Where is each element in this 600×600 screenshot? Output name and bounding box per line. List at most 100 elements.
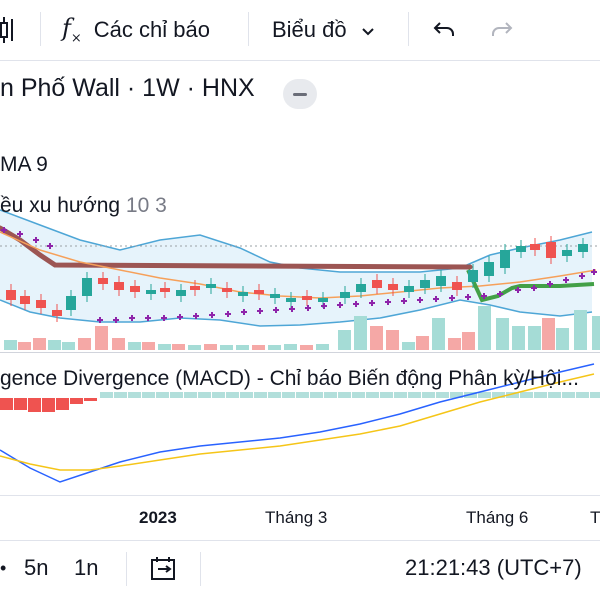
macd-hist-bar [534, 392, 547, 398]
sar-marker [465, 294, 471, 300]
macd-hist-bar [282, 392, 295, 398]
volume-bar [284, 344, 297, 350]
volume-bar [95, 326, 108, 350]
volume-bar [128, 342, 141, 350]
range-5d-button[interactable]: 5n [24, 555, 49, 580]
volume-bar [338, 330, 351, 350]
candle-body [82, 278, 92, 296]
macd-hist-bar [506, 392, 519, 398]
volume-bar [188, 345, 201, 350]
volume-bar [402, 342, 415, 350]
candle-body [562, 250, 572, 256]
macd-legend[interactable]: gence Divergence (MACD) - Chỉ báo Biến đ… [0, 367, 579, 390]
macd-hist-bar [310, 392, 323, 398]
bottom-divider [126, 552, 127, 586]
sar-marker [337, 302, 343, 308]
macd-hist-bar [170, 392, 183, 398]
candle-body [388, 284, 398, 290]
range-1d-button[interactable]: 1n [74, 555, 99, 580]
x-tick-next: T [590, 508, 600, 527]
macd-hist-bar [338, 392, 351, 398]
volume-bar [574, 310, 587, 350]
macd-hist-bar [562, 392, 575, 398]
undo-icon[interactable] [432, 0, 456, 60]
sar-marker [209, 312, 215, 318]
redo-icon[interactable] [490, 0, 514, 60]
candle-body [516, 246, 526, 252]
volume-bar [528, 326, 541, 350]
candle-body [36, 300, 46, 308]
signal-line [0, 373, 595, 471]
volume-bar [112, 338, 125, 350]
volume-bar [4, 340, 17, 350]
macd-hist-bar [28, 398, 41, 412]
sar-marker [481, 293, 487, 299]
candle-body [130, 286, 140, 292]
volume-bar [204, 344, 217, 350]
trend-line [0, 225, 473, 270]
macd-hist-bar [436, 392, 449, 398]
bottom-bar-border [0, 540, 600, 541]
candle-body [114, 282, 124, 290]
collapse-legend-button[interactable] [283, 79, 317, 109]
clock-readout[interactable]: 21:21:43 (UTC+7) [405, 555, 582, 580]
sar-marker [417, 297, 423, 303]
volume-bar [416, 336, 429, 350]
toolbar-divider [248, 12, 249, 46]
volume-bar [462, 332, 475, 350]
sar-marker [305, 305, 311, 311]
sar-marker [241, 309, 247, 315]
sar-marker [17, 231, 23, 237]
chart-type-button[interactable]: Biểu đồ [272, 0, 375, 60]
candle-body [190, 286, 200, 290]
sar-marker [449, 295, 455, 301]
sar-marker [579, 273, 585, 279]
macd-hist-bar [296, 392, 309, 398]
sar-marker [433, 296, 439, 302]
volume-bar [556, 328, 569, 350]
volume-bar [542, 318, 555, 350]
symbol-title[interactable]: n Phố Wall · 1W · HNX [0, 74, 255, 102]
indicator-legend[interactable]: ều xu hướng 10 3 [0, 194, 167, 218]
volume-bar [478, 306, 491, 350]
toolbar-border [0, 60, 600, 61]
sar-marker [193, 313, 199, 319]
macd-hist-bar [184, 392, 197, 398]
macd-hist-bar [0, 398, 13, 410]
bottom-divider [200, 552, 201, 586]
candle-body [356, 284, 366, 292]
toolbar-divider [408, 12, 409, 46]
macd-hist-bar [492, 392, 505, 398]
sar-marker [547, 281, 553, 287]
candle-body [302, 296, 312, 300]
sar-marker [321, 303, 327, 309]
volume-bar [48, 340, 61, 350]
candle-body [420, 280, 430, 288]
pane-divider[interactable] [0, 352, 600, 353]
ma-legend[interactable]: MA 9 [0, 153, 48, 176]
volume-bar [496, 318, 509, 350]
macd-hist-bar [422, 392, 435, 398]
candles-icon[interactable] [0, 0, 14, 60]
macd-hist-bar [240, 392, 253, 398]
volume-bar [432, 318, 445, 350]
calendar-range-icon[interactable] [150, 556, 178, 588]
fx-icon: f× [62, 14, 82, 46]
x-axis-line [0, 495, 600, 496]
sar-marker [401, 298, 407, 304]
macd-hist-bar [156, 392, 169, 398]
candle-body [146, 290, 156, 294]
indicators-button[interactable]: f× Các chỉ báo [62, 0, 210, 60]
candle-body [318, 298, 328, 302]
macd-hist-bar [254, 392, 267, 398]
candle-body [546, 242, 556, 258]
candle-body [530, 244, 540, 250]
sar-marker [161, 315, 167, 321]
ma-line [0, 231, 597, 299]
macd-hist-bar [142, 392, 155, 398]
candle-body [270, 294, 280, 298]
macd-hist-bar [590, 392, 600, 398]
volume-bar [252, 345, 265, 350]
macd-hist-bar [114, 392, 127, 398]
